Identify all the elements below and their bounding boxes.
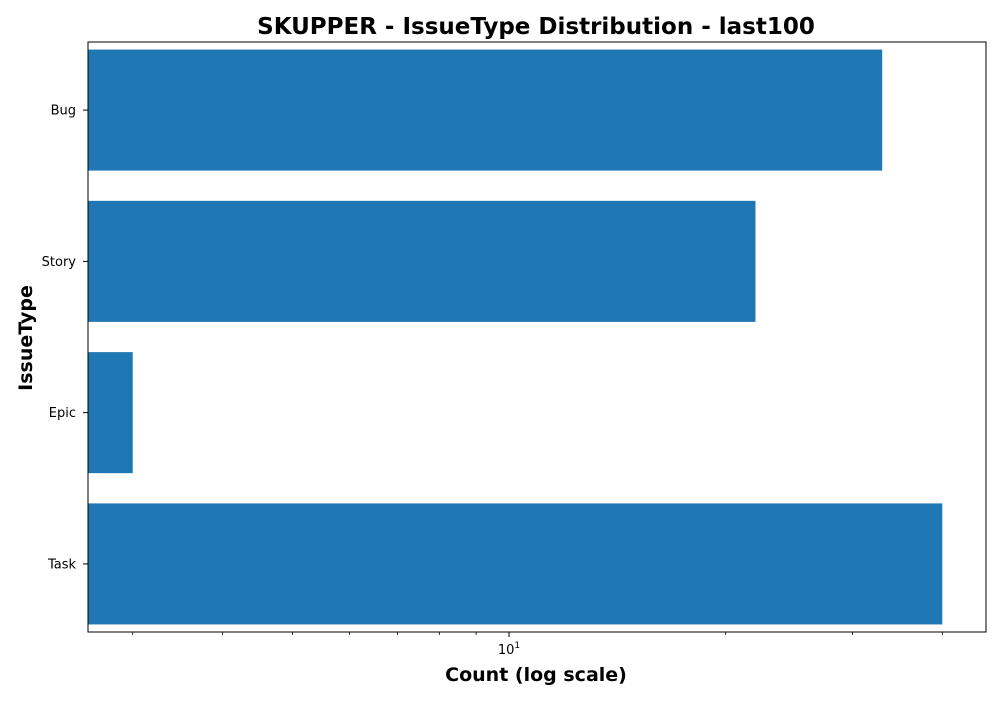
y-tick-label-task: Task bbox=[47, 557, 77, 572]
y-axis-label: IssueType bbox=[15, 285, 37, 391]
bar-task bbox=[88, 503, 943, 625]
x-axis-label: Count (log scale) bbox=[445, 664, 627, 686]
bar-epic bbox=[88, 352, 133, 474]
y-tick-label-story: Story bbox=[42, 255, 77, 270]
ticks-layer: Bug Story Epic Task 101 bbox=[42, 104, 943, 658]
y-tick-label-bug: Bug bbox=[51, 104, 76, 119]
bar-story bbox=[88, 200, 756, 322]
bar-bug bbox=[88, 49, 883, 171]
plot-frame bbox=[87, 41, 987, 633]
y-tick-label-epic: Epic bbox=[49, 406, 76, 421]
chart-title: SKUPPER - IssueType Distribution - last1… bbox=[257, 14, 815, 40]
x-tick-label-10: 101 bbox=[498, 641, 520, 658]
bars-layer bbox=[88, 49, 943, 625]
